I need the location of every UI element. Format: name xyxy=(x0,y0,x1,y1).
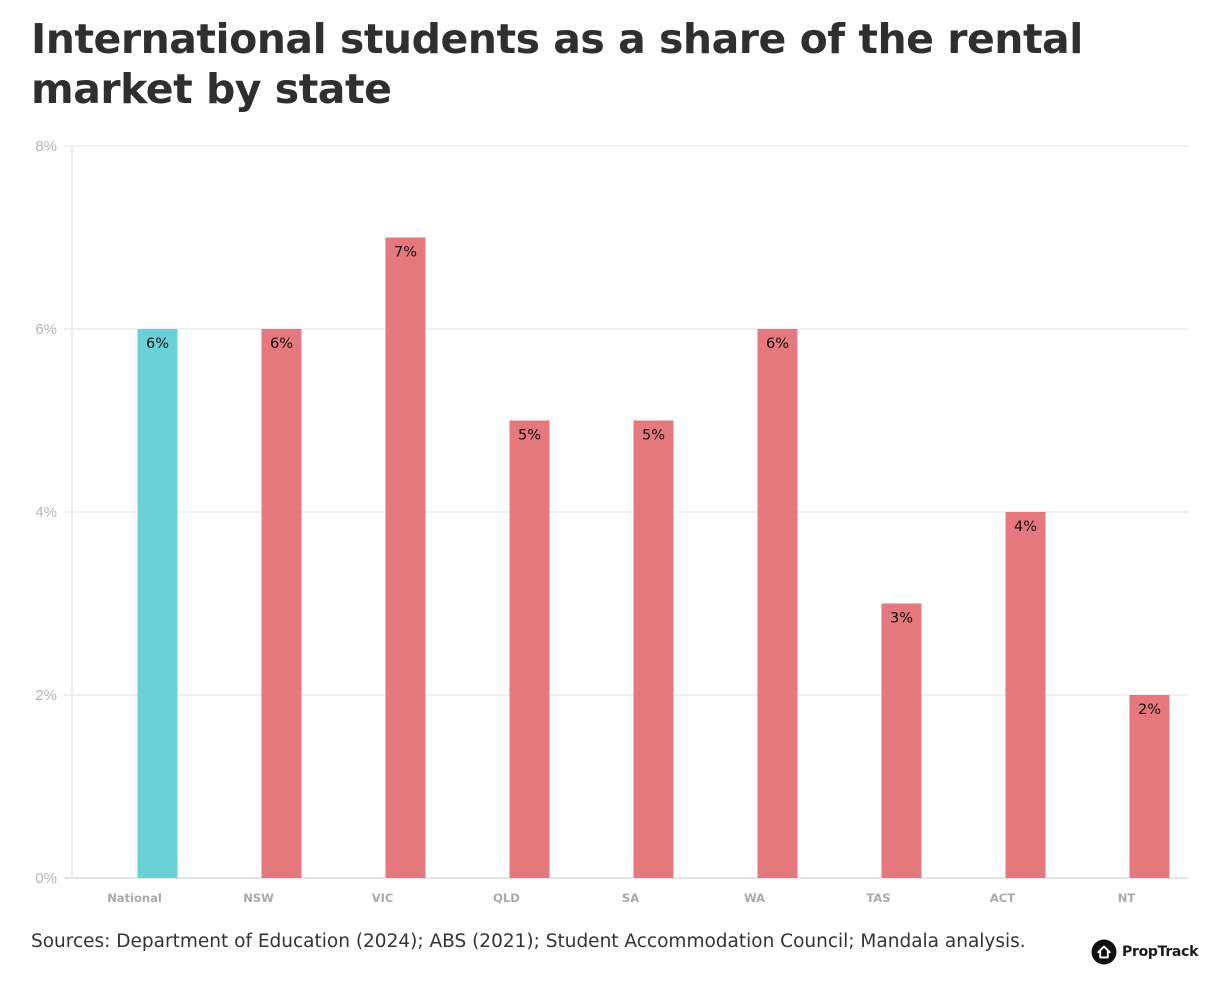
x-category-label: WA xyxy=(744,891,765,905)
brand-name: PropTrack xyxy=(1122,944,1199,960)
data-label: 6% xyxy=(270,336,293,352)
data-label: 2% xyxy=(1138,702,1161,718)
bar-nsw xyxy=(261,329,302,878)
y-tick-label: 4% xyxy=(35,504,57,521)
x-category-label: TAS xyxy=(866,891,890,905)
x-category-label: NSW xyxy=(243,891,274,905)
y-tick-label: 6% xyxy=(35,321,57,338)
y-tick-label: 8% xyxy=(35,138,57,155)
bar-tas xyxy=(881,603,922,878)
data-label: 5% xyxy=(518,428,541,444)
x-category-label: VIC xyxy=(372,891,394,905)
bar-qld xyxy=(509,420,550,878)
bars xyxy=(137,237,1170,878)
data-label: 7% xyxy=(394,245,417,261)
data-labels: 6% 6% 7% 5% 5% 6% 3% 4% 2% xyxy=(146,245,1161,719)
x-category-label: ACT xyxy=(990,891,1015,905)
house-icon xyxy=(1091,939,1117,965)
data-label: 5% xyxy=(642,428,665,444)
x-category-label: QLD xyxy=(493,891,520,905)
data-label: 4% xyxy=(1014,519,1037,535)
x-category-label: National xyxy=(107,891,162,905)
chart-title: International students as a share of the… xyxy=(31,15,1083,113)
gridlines xyxy=(64,145,1188,879)
y-tick-label: 0% xyxy=(35,870,57,887)
bar-vic xyxy=(385,237,426,878)
data-label: 3% xyxy=(890,611,913,627)
data-label: 6% xyxy=(766,336,789,352)
bar-wa xyxy=(757,329,798,878)
source-note: Sources: Department of Education (2024);… xyxy=(31,931,1026,952)
bar-nt xyxy=(1129,695,1170,878)
y-tick-label: 2% xyxy=(35,687,57,704)
y-axis-ticks: 0% 2% 4% 6% 8% xyxy=(35,138,57,887)
bar-national xyxy=(137,329,178,878)
data-label: 6% xyxy=(146,336,169,352)
bar-act xyxy=(1005,512,1046,878)
brand-logo: PropTrack xyxy=(1091,939,1198,965)
x-category-label: SA xyxy=(622,891,639,905)
bar-sa xyxy=(633,420,674,878)
x-axis-categories: National NSW VIC QLD SA WA TAS ACT NT xyxy=(107,891,1135,905)
x-category-label: NT xyxy=(1118,891,1136,905)
